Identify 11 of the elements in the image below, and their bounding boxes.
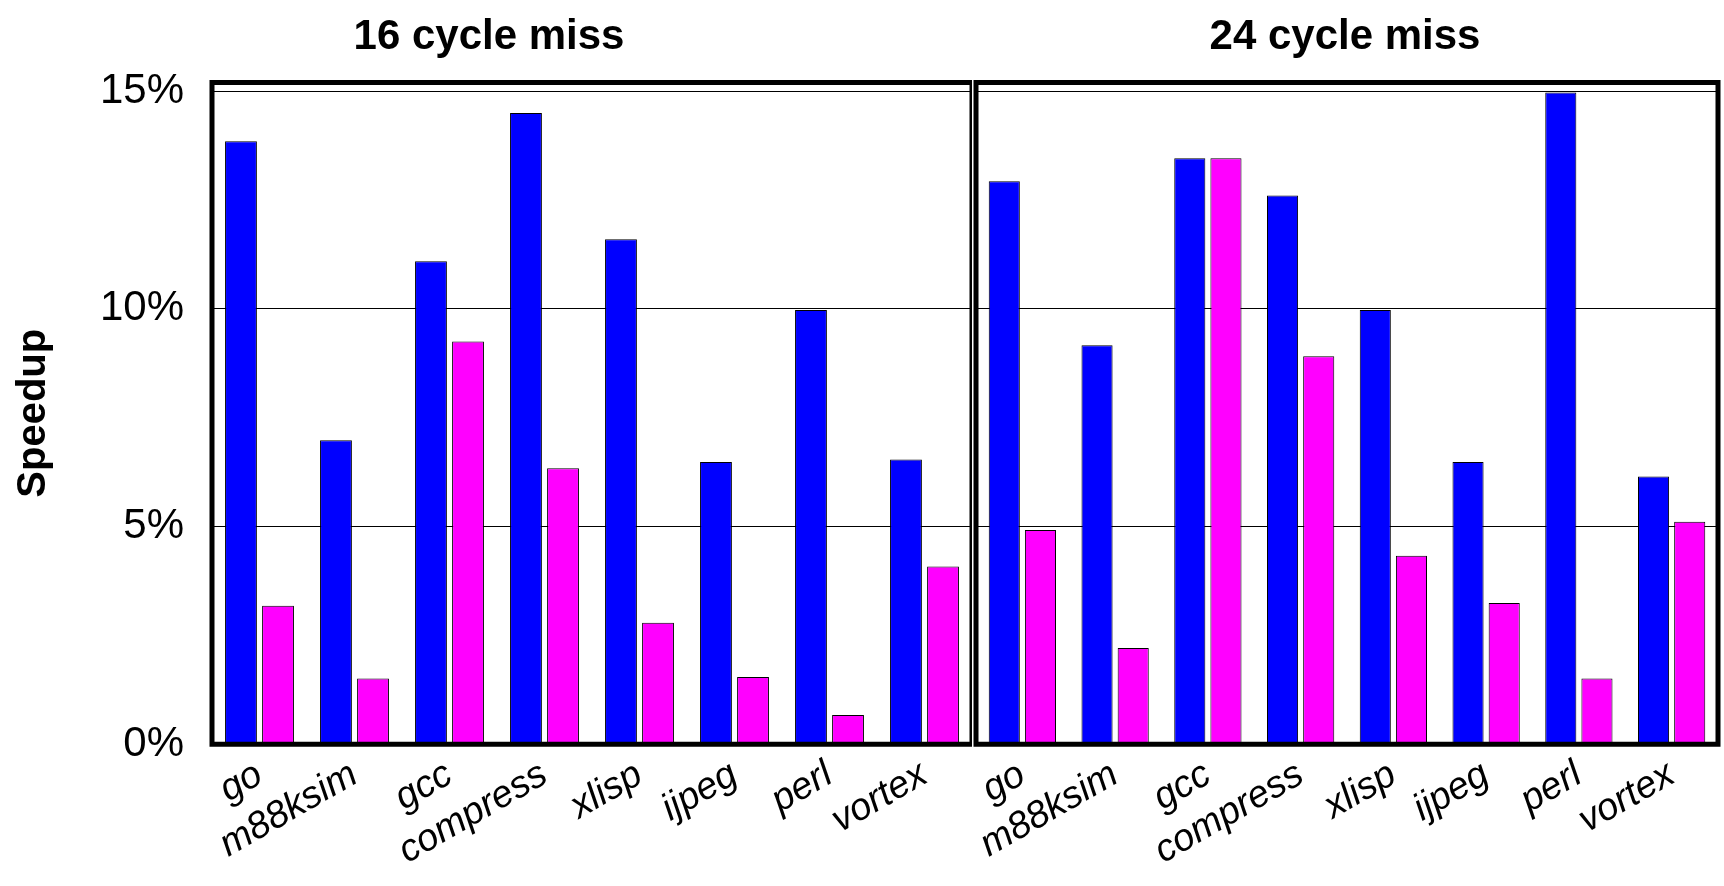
y-axis-title: Speedup xyxy=(9,328,54,498)
y-tick-label: 5% xyxy=(123,500,184,548)
y-tick-label: 0% xyxy=(123,717,184,765)
y-tick-label: 15% xyxy=(99,64,184,112)
x-tick-label: xlisp xyxy=(1314,751,1403,827)
x-tick-label: ijpeg xyxy=(1404,751,1496,829)
y-tick-label: 10% xyxy=(99,282,184,330)
chart-title: 16 cycle miss xyxy=(353,10,625,58)
x-tick-label: xlisp xyxy=(560,751,649,827)
x-tick-label: ijpeg xyxy=(653,751,744,829)
chart-title: 24 cycle miss xyxy=(1209,10,1481,58)
